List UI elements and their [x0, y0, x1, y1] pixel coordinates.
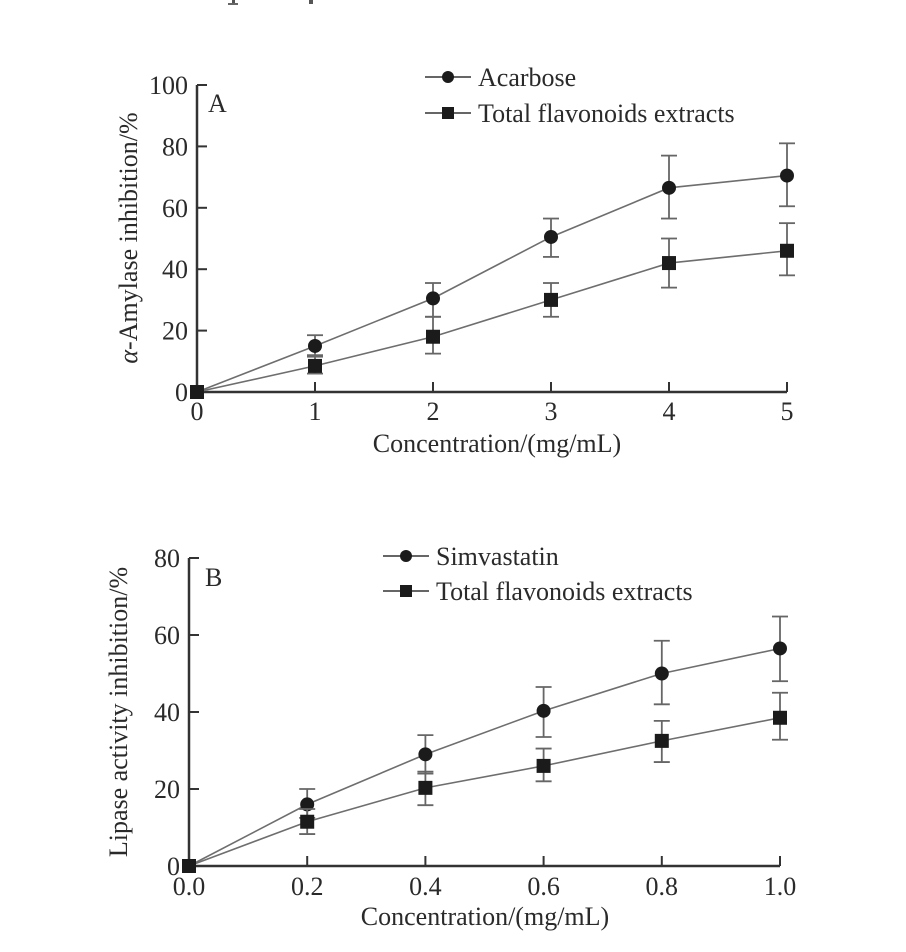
- data-point-square: [182, 859, 196, 873]
- y-tick-label: 80: [162, 132, 188, 161]
- data-point-square: [544, 292, 558, 307]
- y-tick-label: 0: [167, 852, 180, 881]
- alpha-symbol: α: [114, 349, 143, 364]
- data-point-circle: [662, 180, 676, 195]
- y-tick-label: 40: [154, 698, 180, 727]
- x-axis-title: Concentration/(mg/mL): [373, 429, 621, 458]
- data-point-square: [773, 710, 787, 725]
- x-tick-label: 0.2: [291, 872, 324, 901]
- data-point-circle: [780, 168, 794, 183]
- series-total-flavonoids-extracts: [182, 691, 788, 873]
- data-point-square: [536, 758, 551, 773]
- legend-label: Acarbose: [478, 63, 576, 92]
- x-tick-label: 0.6: [527, 872, 560, 901]
- data-point-circle: [544, 229, 558, 244]
- legend-marker-square: [442, 107, 454, 119]
- panel-label: B: [205, 563, 222, 592]
- series-total-flavonoids-extracts: [190, 222, 795, 399]
- x-tick-label: 4: [663, 397, 676, 426]
- y-axis-title: α-Amylase inhibition/%: [114, 112, 143, 363]
- x-tick-label: 5: [781, 397, 794, 426]
- data-point-circle: [300, 797, 315, 812]
- y-tick-label: 0: [175, 378, 188, 407]
- series-line: [196, 249, 788, 393]
- series-line: [196, 174, 788, 393]
- data-point-square: [308, 358, 322, 373]
- legend-entry: Total flavonoids extracts: [383, 577, 693, 606]
- legend-label: Simvastatin: [436, 542, 559, 571]
- data-point-square: [418, 780, 433, 795]
- x-tick-label: 0: [191, 397, 204, 426]
- series-line: [188, 647, 781, 867]
- data-point-circle: [536, 703, 551, 718]
- x-tick-label: 1: [309, 397, 322, 426]
- chart-panel-a: 0 20 40 60 80 100 0 1 2 3 4 5 Concentration/(mg/mL) α…: [114, 63, 795, 458]
- y-tick-label: 60: [162, 194, 188, 223]
- x-tick-label: 2: [427, 397, 440, 426]
- legend-marker-circle: [400, 550, 412, 562]
- legend-entry: Simvastatin: [383, 542, 559, 571]
- chart-panel-b: 0 20 40 60 80 0.0 0.2 0.4 0.6 0.8 1.0 Concentration…: [104, 542, 796, 931]
- y-tick-label: 40: [162, 255, 188, 284]
- legend-entry: Total flavonoids extracts: [425, 99, 735, 128]
- series-acarbose: [190, 142, 795, 399]
- data-point-circle: [654, 666, 669, 681]
- y-tick-label: 20: [154, 775, 180, 804]
- x-axis-title: Concentration/(mg/mL): [361, 902, 609, 931]
- series-line: [188, 716, 781, 867]
- legend-label: Total flavonoids extracts: [436, 577, 693, 606]
- data-point-circle: [426, 291, 440, 306]
- data-point-square: [780, 243, 794, 258]
- y-tick-label: 60: [154, 621, 180, 650]
- series-simvastatin: [182, 615, 788, 873]
- legend-label: Total flavonoids extracts: [478, 99, 735, 128]
- y-axis-title-rest: -Amylase inhibition/%: [114, 112, 143, 350]
- cropped-caption-remnant: [228, 0, 313, 5]
- y-axis-title: Lipase activity inhibition/%: [104, 567, 133, 857]
- legend-marker-circle: [442, 71, 454, 83]
- x-tick-label: 0.4: [409, 872, 442, 901]
- x-tick-label: 0.0: [173, 872, 206, 901]
- x-tick-label: 0.8: [646, 872, 679, 901]
- data-point-square: [654, 733, 669, 748]
- y-tick-label: 100: [149, 71, 188, 100]
- data-point-square: [662, 256, 676, 271]
- data-point-square: [300, 814, 315, 829]
- legend-marker-square: [400, 585, 412, 597]
- data-point-circle: [308, 338, 322, 353]
- x-tick-label: 1.0: [764, 872, 797, 901]
- y-tick-label: 80: [154, 544, 180, 573]
- data-point-square: [190, 385, 204, 399]
- x-tick-label: 3: [545, 397, 558, 426]
- data-point-circle: [773, 641, 787, 656]
- legend-entry: Acarbose: [425, 63, 576, 92]
- data-point-square: [426, 329, 440, 344]
- panel-label: A: [208, 89, 227, 118]
- y-tick-label: 20: [162, 317, 188, 346]
- data-point-circle: [418, 747, 433, 762]
